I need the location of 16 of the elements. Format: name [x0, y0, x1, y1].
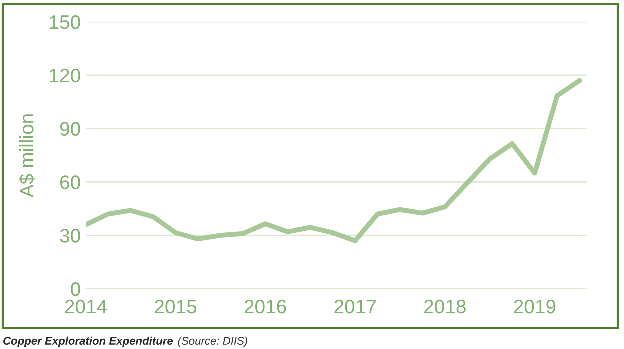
y-axis-title: A$ million — [19, 114, 35, 198]
line-series — [86, 78, 582, 244]
y-tick-label: 120 — [50, 68, 80, 83]
x-tick-label: 2015 — [155, 300, 197, 314]
x-tick-label: 2018 — [424, 300, 466, 314]
x-tick-label: 2019 — [514, 300, 556, 314]
x-tick-label: 2017 — [334, 300, 376, 314]
y-tick-label: 0 — [71, 282, 80, 296]
y-tick-label: 60 — [60, 176, 80, 190]
y-tick-label: 30 — [60, 229, 80, 243]
y-tick-label: 150 — [50, 15, 80, 30]
x-tick-label: 2016 — [244, 300, 286, 314]
text: Copper Exploration Expenditure — [4, 336, 174, 348]
text: (Source: DIIS) — [178, 336, 248, 348]
y-tick-label: 90 — [60, 122, 80, 136]
x-tick-label: 2014 — [65, 300, 108, 314]
